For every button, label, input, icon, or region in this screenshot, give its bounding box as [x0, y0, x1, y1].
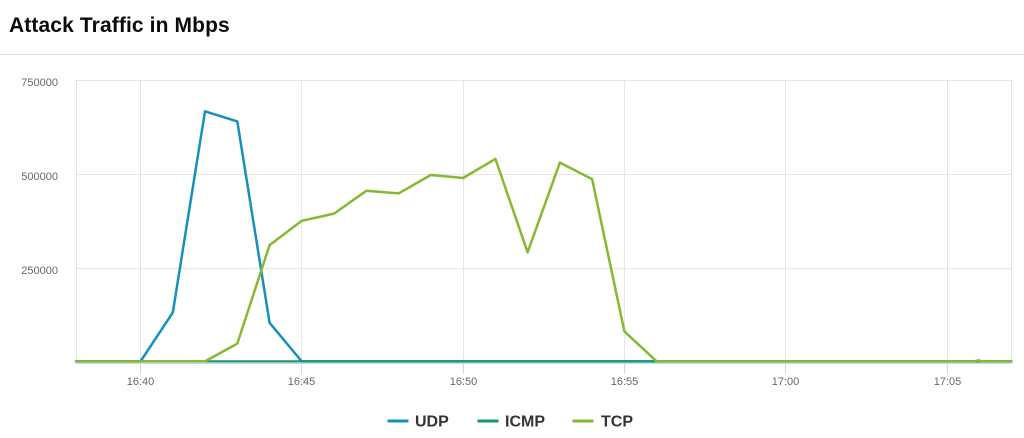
svg-text:UDP: UDP [415, 414, 449, 431]
svg-text:16:50: 16:50 [450, 376, 478, 388]
svg-text:17:00: 17:00 [772, 376, 800, 388]
svg-text:750000: 750000 [21, 77, 58, 89]
svg-text:16:55: 16:55 [611, 376, 639, 388]
svg-text:16:45: 16:45 [288, 376, 316, 388]
svg-text:17:05: 17:05 [934, 376, 962, 388]
svg-text:16:40: 16:40 [127, 376, 155, 388]
svg-text:ICMP: ICMP [505, 414, 545, 431]
svg-text:TCP: TCP [601, 414, 633, 431]
svg-text:500000: 500000 [21, 171, 58, 183]
svg-text:250000: 250000 [21, 265, 58, 277]
